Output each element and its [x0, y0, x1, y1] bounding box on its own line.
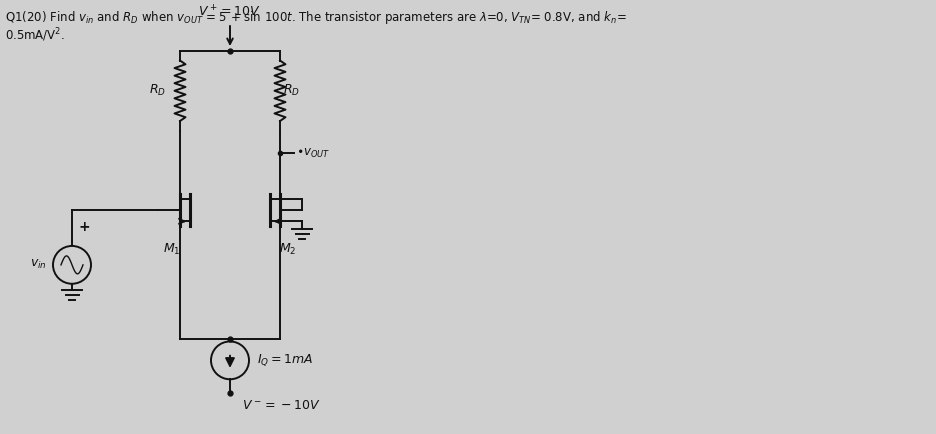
- Text: 0.5mA/V$^2$.: 0.5mA/V$^2$.: [5, 26, 65, 44]
- Text: $v_{in}$: $v_{in}$: [30, 258, 47, 271]
- Text: $M_1$: $M_1$: [163, 242, 181, 257]
- Text: $R_D$: $R_D$: [149, 83, 166, 99]
- Text: $V^+ = 10V$: $V^+ = 10V$: [198, 4, 261, 19]
- Text: $V^- = -10V$: $V^- = -10V$: [242, 399, 320, 412]
- Text: $M_2$: $M_2$: [279, 242, 297, 257]
- Text: $R_D$: $R_D$: [283, 83, 300, 99]
- Text: +: +: [78, 220, 90, 234]
- Text: Q1(20) Find $v_{in}$ and $R_D$ when $v_{OUT}$ = 5 + sin 100$t$. The transistor p: Q1(20) Find $v_{in}$ and $R_D$ when $v_{…: [5, 9, 626, 26]
- Text: $I_Q = 1mA$: $I_Q = 1mA$: [257, 352, 313, 368]
- Text: $\bullet v_{OUT}$: $\bullet v_{OUT}$: [296, 147, 330, 160]
